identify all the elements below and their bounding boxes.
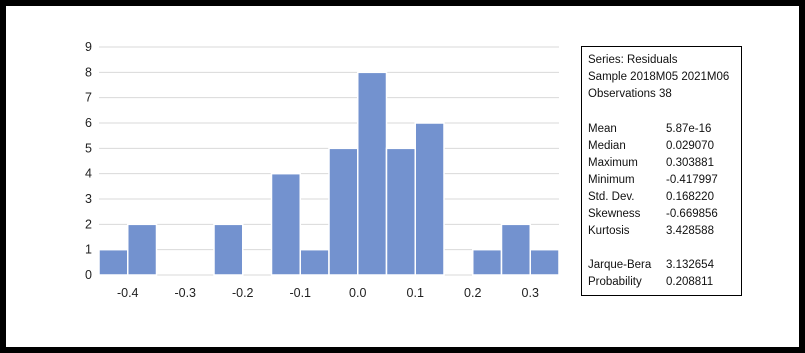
stat-value: -0.669856 xyxy=(666,208,718,220)
x-tick-label: 0.0 xyxy=(349,286,366,300)
y-tick-label: 5 xyxy=(85,141,92,155)
y-tick-label: 3 xyxy=(85,192,92,206)
stat-label: Probability xyxy=(588,276,642,288)
stat-value: 0.029070 xyxy=(666,140,714,152)
stat-value: 5.87e-16 xyxy=(666,123,712,135)
histogram-bar xyxy=(357,71,388,276)
stat-value: 3.132654 xyxy=(666,259,714,271)
stat-value: 3.428588 xyxy=(666,225,714,237)
y-tick-label: 9 xyxy=(85,40,92,54)
histogram-bar xyxy=(127,223,158,276)
stat-value: -0.417997 xyxy=(666,174,718,186)
histogram-bar xyxy=(385,147,416,276)
histogram-bar xyxy=(472,248,503,276)
stat-label: Skewness xyxy=(588,208,641,220)
sample-label: Sample 2018M05 2021M06 xyxy=(588,71,730,83)
x-tick-label: -0.3 xyxy=(174,286,196,300)
stat-value: 0.168220 xyxy=(666,191,714,203)
y-tick-label: 4 xyxy=(85,167,92,181)
stat-label: Kurtosis xyxy=(588,225,630,237)
histogram-bar xyxy=(529,248,560,276)
histogram-bar xyxy=(328,147,359,276)
stat-label: Minimum xyxy=(588,174,635,186)
x-tick-label: -0.4 xyxy=(117,286,139,300)
histogram-bar xyxy=(299,248,330,276)
statistics-box: Series: Residuals Sample 2018M05 2021M06… xyxy=(581,46,742,296)
histogram-bar xyxy=(98,248,129,276)
observations-label: Observations 38 xyxy=(588,88,672,100)
x-tick-label: 0.1 xyxy=(407,286,424,300)
stat-label: Mean xyxy=(588,123,617,135)
stat-label: Maximum xyxy=(588,157,638,169)
histogram-bar xyxy=(213,223,244,276)
histogram-bar xyxy=(414,122,445,276)
histogram-bar xyxy=(500,223,531,276)
x-tick-label: 0.3 xyxy=(522,286,539,300)
y-tick-label: 2 xyxy=(85,217,92,231)
series-label: Series: Residuals xyxy=(588,54,678,66)
stat-label: Median xyxy=(588,140,626,152)
x-tick-label: -0.2 xyxy=(232,286,254,300)
stat-label: Std. Dev. xyxy=(588,191,635,203)
x-tick-label: 0.2 xyxy=(464,286,481,300)
stat-value: 0.208811 xyxy=(666,276,714,288)
y-tick-label: 1 xyxy=(85,243,92,257)
histogram-bar xyxy=(270,172,301,276)
stat-value: 0.303881 xyxy=(666,157,714,169)
y-tick-label: 0 xyxy=(85,268,92,282)
y-tick-label: 7 xyxy=(85,91,92,105)
y-tick-label: 8 xyxy=(85,65,92,79)
stat-label: Jarque-Bera xyxy=(588,259,652,271)
y-tick-label: 6 xyxy=(85,116,92,130)
x-tick-label: -0.1 xyxy=(289,286,311,300)
